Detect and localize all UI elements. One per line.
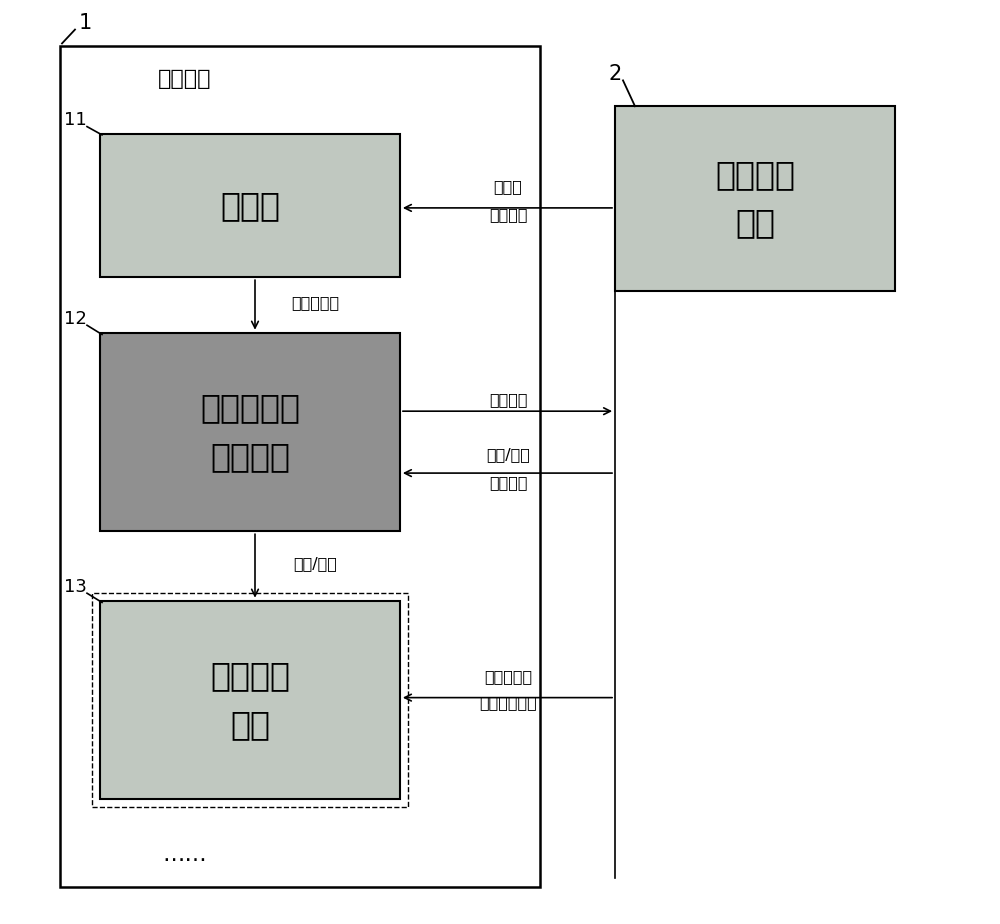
- Text: 转电/断电: 转电/断电: [486, 447, 530, 462]
- Text: 13: 13: [64, 578, 86, 596]
- Text: 热电池: 热电池: [494, 179, 522, 194]
- Text: 发控系统供电: 发控系统供电: [479, 695, 537, 710]
- Bar: [60, 46, 540, 887]
- Text: 武器系统: 武器系统: [158, 68, 212, 89]
- Text: 转电及断电
控制装置: 转电及断电 控制装置: [200, 391, 300, 473]
- Text: 2: 2: [608, 64, 622, 84]
- Text: 12: 12: [64, 310, 86, 328]
- Text: ……: ……: [163, 845, 207, 865]
- Text: 地测发控
系统: 地测发控 系统: [715, 158, 795, 239]
- Text: 激活挘令: 激活挘令: [489, 207, 527, 222]
- Text: 1: 1: [78, 13, 92, 33]
- Bar: [100, 601, 400, 799]
- Text: 发射前地测: 发射前地测: [484, 669, 532, 684]
- Text: 热电池: 热电池: [220, 189, 280, 222]
- Text: 武器控制
系统: 武器控制 系统: [210, 659, 290, 741]
- Text: 控制挘令: 控制挘令: [489, 475, 527, 490]
- Bar: [92, 593, 408, 807]
- Text: 断电指示: 断电指示: [489, 392, 527, 407]
- Text: 导通/断开: 导通/断开: [293, 556, 337, 571]
- Bar: [615, 106, 895, 291]
- Bar: [100, 333, 400, 531]
- Text: 11: 11: [64, 111, 86, 129]
- Bar: [100, 134, 400, 277]
- Text: 热电池供电: 热电池供电: [291, 295, 339, 310]
